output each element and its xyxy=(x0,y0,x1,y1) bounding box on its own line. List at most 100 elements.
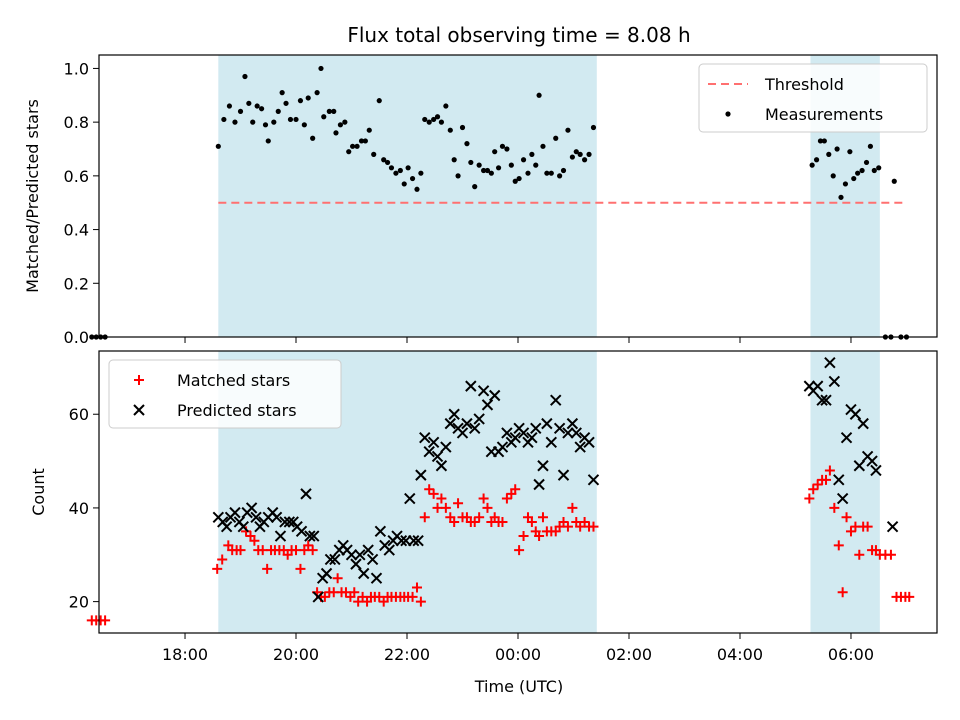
bottom-y-ticks: 20 40 60 xyxy=(69,405,99,612)
matched-star-point xyxy=(440,502,451,513)
predicted-star-point xyxy=(530,422,542,434)
predicted-star-point xyxy=(300,488,312,500)
predicted-star-point xyxy=(886,520,899,533)
matched-star-point xyxy=(319,591,330,602)
matched-star-point xyxy=(411,582,422,593)
matched-star-point xyxy=(217,554,228,565)
measurement-point xyxy=(529,151,535,157)
predicted-star-point xyxy=(840,431,853,444)
matched-star-point xyxy=(518,531,529,542)
measurement-point xyxy=(504,146,510,152)
top-y-ticks: 0.0 0.2 0.4 0.6 0.8 1.0 xyxy=(64,59,99,347)
predicted-star-point xyxy=(237,520,249,533)
measurement-point xyxy=(455,173,461,179)
predicted-star-point xyxy=(566,417,579,430)
matched-star-point xyxy=(575,521,586,532)
matched-star-point xyxy=(804,493,815,504)
matched-star-point xyxy=(558,516,569,527)
matched-star-point xyxy=(235,545,246,556)
x-tick-label: 00:00 xyxy=(495,645,541,664)
measurement-point xyxy=(821,138,827,144)
matched-star-point xyxy=(212,563,223,574)
predicted-star-point xyxy=(562,427,574,439)
y-tick-label: 0.8 xyxy=(64,113,89,132)
measurement-point xyxy=(826,151,832,157)
measurement-point xyxy=(362,138,368,144)
measurement-point xyxy=(484,167,491,174)
predicted-star-point xyxy=(312,591,324,603)
predicted-star-point xyxy=(374,525,387,538)
bottom-y-axis-label: Count xyxy=(29,468,48,516)
measurement-point xyxy=(358,138,365,144)
predicted-star-point xyxy=(583,436,595,449)
predicted-star-point xyxy=(836,492,849,505)
measurement-point xyxy=(480,167,487,174)
matched-star-point xyxy=(249,535,260,546)
measurement-point xyxy=(350,143,356,149)
measurement-point xyxy=(265,138,271,144)
predicted-star-point xyxy=(526,431,538,444)
measurement-point xyxy=(867,143,874,149)
measurement-point xyxy=(384,159,391,166)
predicted-star-point xyxy=(366,553,379,566)
measurement-point xyxy=(581,157,588,163)
y-tick-label: 0.4 xyxy=(64,221,89,240)
matched-star-point xyxy=(482,502,493,513)
measurement-point xyxy=(468,159,474,166)
bottom-plot-frame xyxy=(98,350,938,634)
predicted-star-point xyxy=(423,446,435,458)
x-tick-label: 04:00 xyxy=(717,645,763,664)
measurement-point xyxy=(443,103,449,109)
matched-star-point xyxy=(419,512,430,523)
measurement-point xyxy=(590,124,597,131)
matched-star-point xyxy=(514,545,525,556)
matched-star-point xyxy=(808,484,819,495)
predicted-star-point xyxy=(404,492,416,505)
measurement-point xyxy=(438,119,445,125)
matched-star-point xyxy=(821,474,832,485)
predicted-star-point xyxy=(857,417,869,430)
predicted-star-point xyxy=(395,535,408,547)
measurement-point xyxy=(434,114,441,120)
measurement-point xyxy=(876,165,882,171)
predicted-star-point xyxy=(324,553,337,566)
predicted-star-point xyxy=(419,431,431,444)
measurement-point xyxy=(342,119,348,125)
matched-star-point xyxy=(845,526,856,537)
top-y-axis-label: Matched/Predicted stars xyxy=(23,99,42,293)
predicted-star-point xyxy=(362,544,374,556)
measurement-point xyxy=(577,151,583,157)
measurement-point xyxy=(401,181,407,187)
matched-star-point xyxy=(295,563,306,574)
measurement-point xyxy=(544,170,550,176)
y-tick-label: 60 xyxy=(69,405,89,424)
matched-star-point xyxy=(407,591,418,602)
matched-star-point xyxy=(415,596,426,607)
matched-star-point xyxy=(428,488,439,499)
matched-star-point xyxy=(829,502,840,513)
measurement-point xyxy=(297,98,304,104)
ratio-panel: 0.0 0.2 0.4 0.6 0.8 1.0 Matched/Predicted sta… xyxy=(23,54,938,347)
predicted-star-point xyxy=(849,408,862,420)
y-tick-label: 40 xyxy=(69,499,89,518)
predicted-star-point xyxy=(473,413,485,425)
measurement-point xyxy=(393,170,399,176)
predicted-star-point xyxy=(496,441,509,453)
measurement-point xyxy=(499,143,506,149)
matched-star-point xyxy=(497,516,508,527)
predicted-star-point xyxy=(308,530,320,542)
measurement-point xyxy=(533,162,539,168)
y-tick-label: 0.0 xyxy=(64,328,89,347)
measurement-point xyxy=(447,127,453,133)
predicted-star-point xyxy=(488,389,501,402)
matched-star-point xyxy=(478,493,489,504)
measurement-point xyxy=(326,108,332,114)
measurement-point xyxy=(314,90,320,96)
chart-title: Flux total observing time = 8.08 h xyxy=(347,23,690,47)
predicted-star-point xyxy=(304,530,316,542)
matched-star-point xyxy=(436,493,447,504)
measurement-point xyxy=(250,119,256,125)
measurement-point xyxy=(512,178,518,184)
predicted-star-point xyxy=(320,567,333,580)
matched-star-point xyxy=(453,498,464,509)
